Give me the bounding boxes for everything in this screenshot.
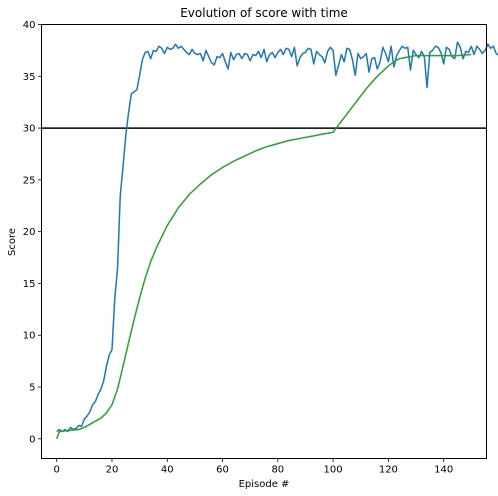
x-tick-label: 20 [106,465,119,476]
x-tick-label: 0 [54,465,60,476]
y-tick-label: 15 [23,279,36,290]
x-tick-label: 80 [271,465,284,476]
y-axis-label: Score [7,228,18,256]
x-axis-label: Episode # [239,479,290,490]
x-tick-label: 60 [216,465,229,476]
x-tick-label: 120 [379,465,398,476]
y-tick-label: 0 [29,434,35,445]
chart-title: Evolution of score with time [180,6,348,20]
plot-area-frame [41,24,487,459]
y-tick-label: 10 [23,331,36,342]
y-tick-label: 5 [29,383,35,394]
y-tick-label: 25 [23,175,36,186]
x-tick-label: 40 [161,465,174,476]
episode-series-line [56,41,498,433]
average-series-line [55,53,472,440]
x-tick-label: 100 [324,465,343,476]
x-tick-label: 140 [434,465,453,476]
y-tick-label: 30 [23,124,36,135]
y-tick-label: 35 [23,72,36,83]
y-tick-label: 40 [23,20,36,31]
y-tick-label: 20 [23,227,36,238]
